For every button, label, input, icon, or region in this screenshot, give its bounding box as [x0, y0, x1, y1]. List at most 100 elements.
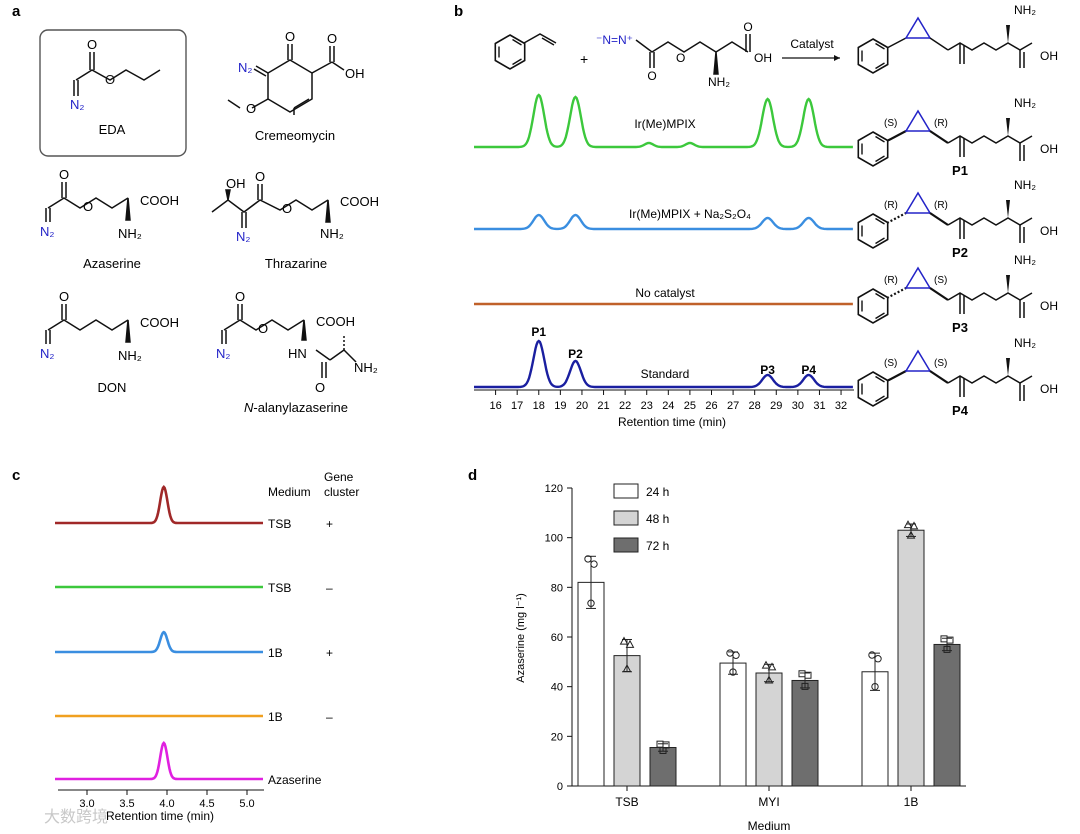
product-id-1: P1 — [952, 163, 968, 178]
product-oh: OH — [1040, 49, 1058, 63]
c-trace-5 — [55, 741, 263, 781]
reaction-diazo: ⁻N=N⁺ — [596, 33, 633, 47]
b-tick-label: 32 — [835, 400, 847, 412]
product-tail-4 — [947, 357, 1033, 402]
legend-label-1: 24 h — [646, 485, 669, 499]
panel-d: d 0 20 40 60 80 100 120 TSB MYI 1B 24 h 48 h 72 h Me… — [468, 467, 966, 833]
styrene — [494, 34, 526, 70]
thrazarine-ester-oxygen: O — [282, 201, 292, 216]
thrazarine-oxygen: O — [255, 169, 265, 184]
eda-box — [39, 29, 187, 157]
trace-label-2: Ir(Me)MPIX + Na₂S₂O₄ — [629, 207, 751, 221]
don-cooh: COOH — [140, 315, 179, 330]
replicate-point — [767, 662, 777, 671]
c-gene-label-3: + — [326, 646, 333, 660]
b-tick-label: 28 — [749, 400, 761, 412]
c-tick-label: 3.0 — [79, 798, 94, 810]
replicate-point — [764, 675, 774, 684]
product-benzene-1 — [857, 131, 889, 167]
cyclopropane-1 — [904, 109, 932, 132]
alanylazaserine-cooh: COOH — [316, 314, 355, 329]
reaction-plus: + — [580, 51, 588, 67]
replicate-point — [804, 671, 812, 679]
c-tick-label: 4.0 — [159, 798, 174, 810]
b-tick-label: 30 — [792, 400, 804, 412]
product-benzene-4 — [857, 371, 889, 407]
cremeomycin-label: Cremeomycin — [255, 128, 335, 143]
b-tick-label: 18 — [533, 400, 545, 412]
d-y-tick-label: 20 — [551, 731, 563, 743]
ester-bond-2 — [929, 212, 949, 226]
replicate-point — [943, 645, 951, 653]
panel-b: b + ⁻N=N⁺ O O O OH NH₂ Catalyst NH₂ OH I — [454, 3, 1058, 429]
b-tick-label: 17 — [511, 400, 523, 412]
trace-4 — [474, 339, 853, 389]
azaserine-oxygen: O — [59, 167, 69, 182]
thrazarine-structure — [211, 184, 331, 228]
panel-letter-b: b — [454, 3, 463, 20]
azaserine-nh2: NH₂ — [118, 226, 142, 241]
replicate-point — [587, 599, 595, 607]
c-tick-label: 3.5 — [119, 798, 134, 810]
b-tick-label: 23 — [641, 400, 653, 412]
bar-chart: 0 20 40 60 80 100 120 TSB MYI 1B 24 h 48 h 72 h — [545, 483, 966, 809]
c-header-medium: Medium — [268, 485, 311, 499]
c-gene-label-1: + — [326, 517, 333, 531]
b-tick-label: 24 — [662, 400, 674, 412]
b-tick-label: 20 — [576, 400, 588, 412]
stereo-bond-2 — [886, 212, 907, 224]
product-nh2-2: NH₂ — [1014, 178, 1036, 192]
stereo-label-1-3: (R) — [884, 275, 898, 286]
product-oh-4: OH — [1040, 382, 1058, 396]
alanylazaserine-structure — [221, 304, 357, 378]
styrene-vinyl-double-bond — [541, 37, 555, 46]
c-tick-label: 5.0 — [239, 798, 254, 810]
product-id-2: P2 — [952, 245, 968, 260]
c-medium-label-2: TSB — [268, 581, 291, 595]
replicate-point — [801, 682, 809, 690]
thrazarine-label: Thrazarine — [265, 256, 327, 271]
replicate-point — [798, 670, 806, 678]
b-tick-label: 26 — [705, 400, 717, 412]
replicate-point — [625, 639, 635, 648]
product-benzene — [857, 38, 889, 74]
watermark: 大数跨境 — [44, 807, 108, 826]
legend-label-3: 72 h — [646, 539, 669, 553]
trace-2 — [474, 213, 853, 231]
c-medium-label-4: 1B — [268, 710, 283, 724]
eda-n2: N₂ — [70, 97, 84, 112]
d-y-tick-label: 60 — [551, 632, 563, 644]
azaserine-n2: N₂ — [40, 224, 54, 239]
azaserine-cooh: COOH — [140, 193, 179, 208]
cremeomycin-acid-oxygen: O — [327, 31, 337, 46]
replicate-point — [903, 520, 913, 529]
alanylazaserine-ester-oxygen: O — [258, 321, 268, 336]
d-y-title: Azaserine (mg l⁻¹) — [515, 593, 527, 683]
legend-swatch-2 — [613, 510, 639, 526]
b-x-title: Retention time (min) — [618, 415, 726, 429]
don-n2: N₂ — [40, 346, 54, 361]
b-tick-label: 25 — [684, 400, 696, 412]
reaction-arrowhead — [834, 55, 840, 61]
bar-TSB-24h — [577, 581, 605, 787]
c-traces: TSB + TSB – 1B +1B – Azaserine — [55, 485, 333, 787]
peak-label-1: P1 — [531, 325, 546, 339]
stereo-bond-4 — [886, 370, 907, 382]
bar-MYI-72h — [791, 679, 819, 787]
stereo-label-1-4: (S) — [884, 358, 897, 369]
reaction-catalyst: Catalyst — [790, 37, 834, 51]
product-nh2: NH₂ — [1014, 3, 1036, 17]
reaction-nh2: NH₂ — [708, 75, 730, 89]
azaserine-structure — [45, 182, 131, 222]
thrazarine-oh: OH — [226, 176, 246, 191]
stereo-label-2-2: (R) — [934, 200, 948, 211]
product-id-4: P4 — [952, 403, 969, 418]
product-tail-2 — [947, 199, 1033, 244]
panel-letter-d: d — [468, 467, 477, 484]
panel-a: a O O N₂ EDA O O OH N₂ O Cremeomycin — [12, 3, 379, 415]
product-benzene-3 — [857, 288, 889, 324]
thrazarine-n2: N₂ — [236, 229, 250, 244]
b-x-ticks: 16 17 18 19 20 21 22 23 24 25 26 27 28 29 30 31 32 — [489, 390, 847, 412]
eda-oxygen: O — [87, 37, 97, 52]
stereo-label-1-1: (S) — [884, 118, 897, 129]
